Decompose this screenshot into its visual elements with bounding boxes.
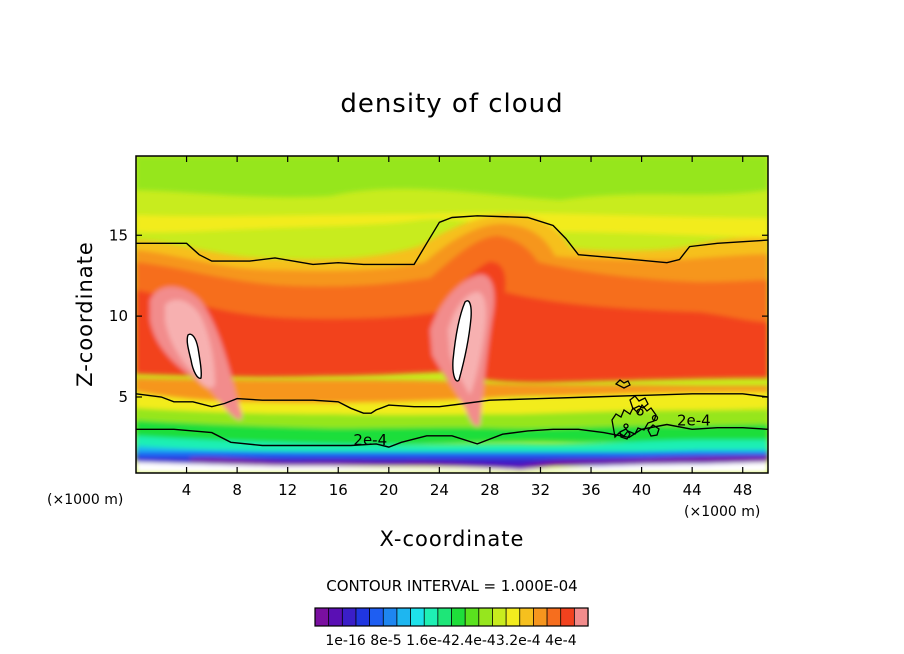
colorbar-swatch — [341, 607, 357, 627]
colorbar-swatch — [382, 607, 398, 627]
contour-labels: 2e-4 2e-4 — [353, 411, 711, 449]
colorbar-swatch — [478, 607, 494, 627]
colorbar-swatch — [437, 607, 453, 627]
z-unit-label: (×1000 m) — [47, 492, 123, 508]
x-tick-label: 16 — [329, 481, 348, 499]
contour-line — [136, 423, 768, 448]
y-tick-label: 15 — [109, 226, 128, 244]
contour-line — [136, 215, 768, 266]
colorbar-swatch — [546, 607, 562, 627]
x-tick-label: 20 — [379, 481, 398, 499]
colorbar-swatch — [560, 607, 575, 627]
colorbar-swatch — [423, 607, 439, 627]
x-tick-label: 36 — [581, 481, 600, 499]
colorbar-swatch — [573, 607, 589, 627]
colorbar-swatch — [505, 607, 521, 627]
turbulent-region — [611, 379, 660, 440]
plot-frame — [135, 155, 769, 474]
colorbar-swatch — [314, 607, 330, 627]
colorbar-swatch — [464, 607, 480, 627]
colorbar-swatch — [328, 607, 343, 627]
x-tick-label: 12 — [278, 481, 297, 499]
filled-contour-field — [136, 156, 768, 473]
y-tick-label: 5 — [118, 388, 128, 406]
colorbar-swatch — [355, 607, 371, 627]
x-axis-ticks: 4 8 12 16 20 24 28 32 36 40 44 48 — [182, 156, 752, 499]
y-tick-label: 10 — [109, 307, 128, 325]
colorbar-labels: 1e-16 8e-5 1.6e-42.4e-43.2e-4 4e-4 — [325, 633, 576, 649]
contour-line — [136, 393, 768, 414]
x-tick-label: 32 — [531, 481, 550, 499]
y-axis-title: Z-coordinate — [73, 241, 97, 387]
x-unit-label: (×1000 m) — [684, 504, 760, 520]
colorbar-swatch — [533, 607, 548, 627]
contour-interval-text: CONTOUR INTERVAL = 1.000E-04 — [326, 577, 577, 595]
y-axis-ticks: 5 10 15 — [109, 226, 768, 406]
x-tick-label: 4 — [182, 481, 192, 499]
x-tick-label: 48 — [733, 481, 752, 499]
x-axis-title: X-coordinate — [380, 527, 525, 551]
x-tick-label: 44 — [683, 481, 702, 499]
x-tick-label: 8 — [232, 481, 242, 499]
x-tick-label: 40 — [632, 481, 651, 499]
colorbar-swatch — [369, 607, 384, 627]
contour-label: 2e-4 — [353, 431, 387, 449]
colorbar-swatch — [451, 607, 466, 627]
colorbar-frame — [314, 607, 589, 627]
contour-lines — [136, 215, 768, 448]
x-tick-label: 28 — [480, 481, 499, 499]
contour-label: 2e-4 — [677, 411, 711, 429]
chart-title: density of cloud — [340, 89, 563, 119]
colorbar-swatch — [492, 607, 507, 627]
colorbar-swatch — [396, 607, 412, 627]
colorbar-swatch — [519, 607, 535, 627]
colorbar — [314, 607, 589, 627]
colorbar-swatch — [410, 607, 425, 627]
x-tick-label: 24 — [430, 481, 449, 499]
